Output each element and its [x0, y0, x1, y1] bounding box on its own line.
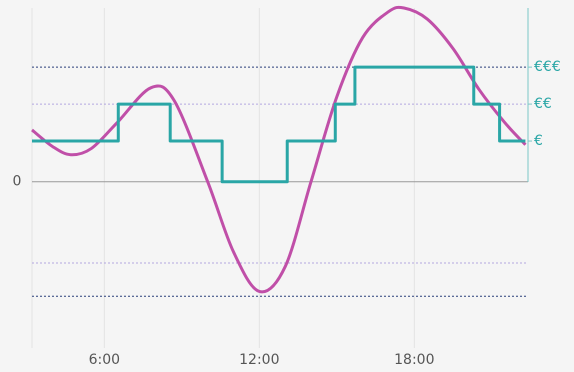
x-tick-label: 6:00 — [89, 352, 120, 368]
y2-tick-label: € — [534, 133, 543, 149]
x-tick-label: 12:00 — [239, 352, 279, 368]
curve-line — [31, 5, 527, 294]
y2-tick-label: €€€ — [534, 59, 561, 75]
x-tick-label: 18:00 — [394, 352, 434, 368]
y2-tick-label: €€ — [534, 96, 552, 112]
y-tick-label: 0 — [13, 174, 22, 190]
price-step-line — [32, 65, 526, 184]
